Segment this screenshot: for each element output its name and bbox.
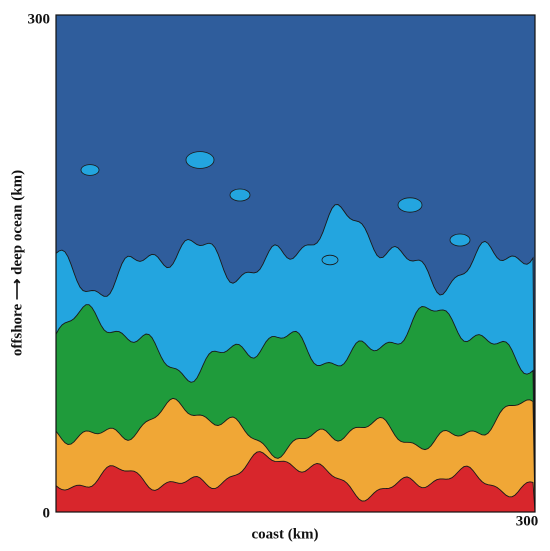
- eddy: [229, 188, 251, 202]
- x-tick-label: 300: [516, 513, 539, 529]
- y-tick-label: 300: [28, 11, 51, 27]
- x-axis-label: coast (km): [251, 526, 318, 542]
- band-region: [55, 451, 536, 513]
- y-axis-label: offshore ⟶ deep ocean (km): [9, 170, 25, 356]
- eddy: [397, 197, 423, 213]
- eddy: [321, 254, 339, 266]
- contour-field: [55, 15, 536, 513]
- eddy: [80, 164, 100, 176]
- eddy: [449, 233, 471, 247]
- plot-frame: [55, 14, 536, 513]
- eddy: [185, 151, 215, 169]
- y-tick-label: 0: [43, 505, 51, 521]
